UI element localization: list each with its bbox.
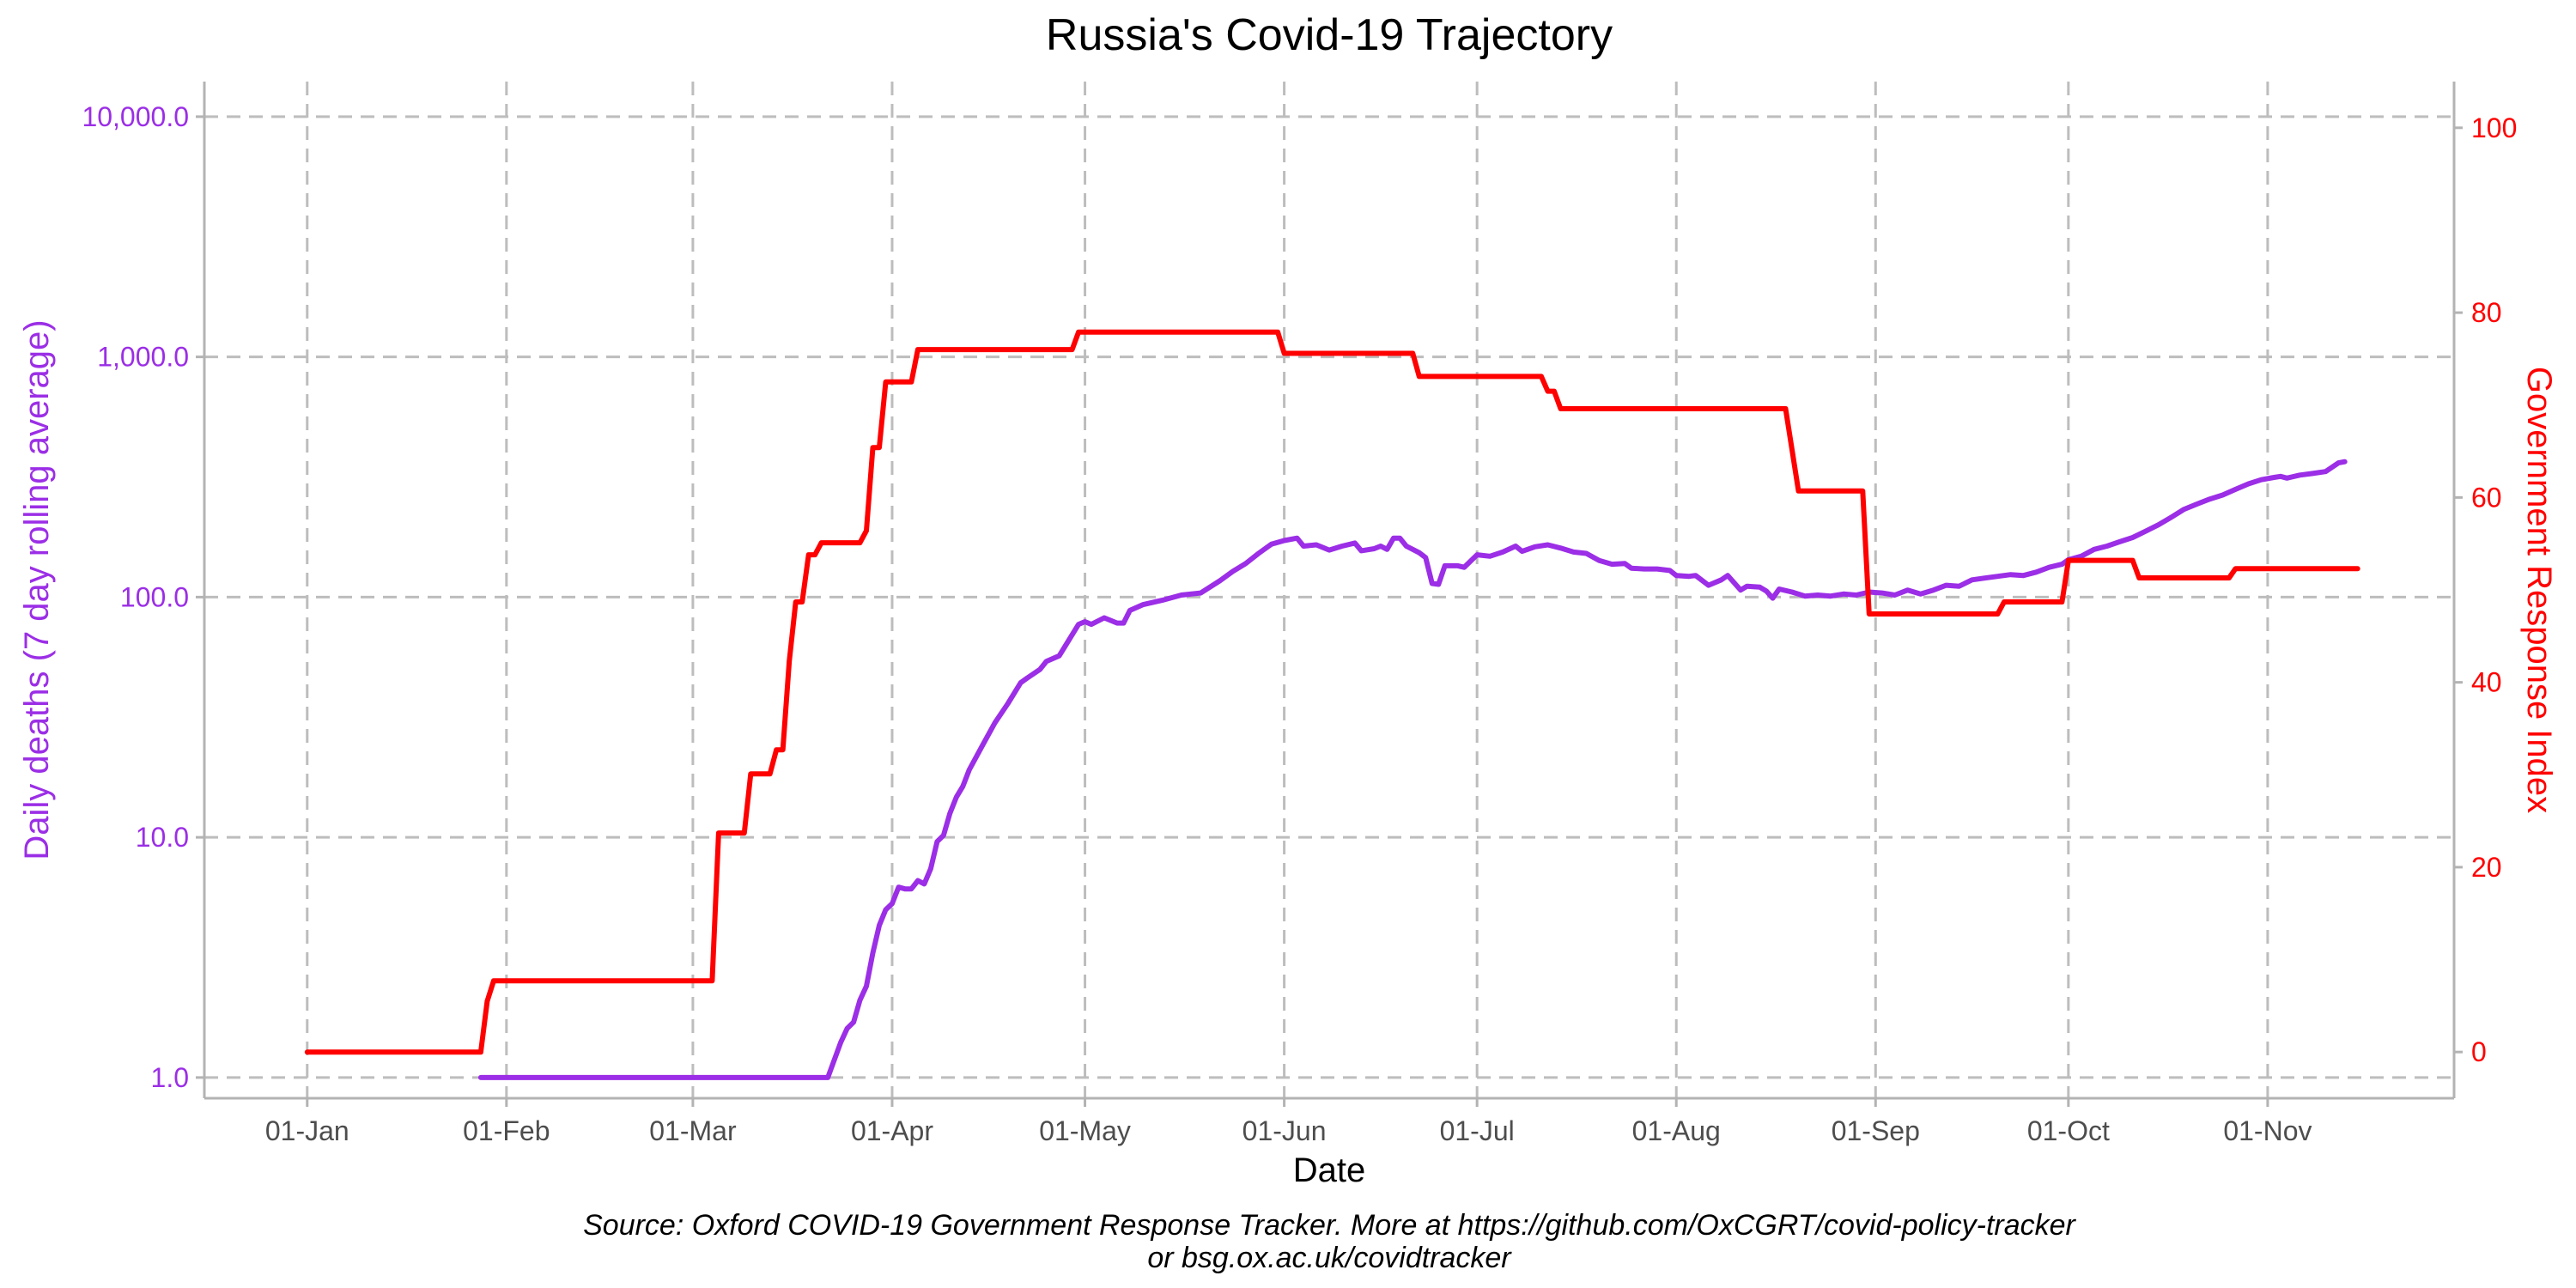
series-lines — [304, 329, 2360, 1080]
axes — [203, 82, 2456, 1100]
x-tick-label: 01-Oct — [2027, 1115, 2110, 1146]
left-axis-ticks: 1.0 10.0 100.0 1,000.0 10,000.0 — [82, 101, 204, 1093]
x-tick-label: 01-Jan — [265, 1115, 349, 1146]
left-tick-label: 10.0 — [136, 822, 189, 853]
government-response-index-line — [304, 329, 2360, 1055]
left-axis-title: Daily deaths (7 day rolling average) — [18, 319, 56, 860]
right-tick-label: 20 — [2471, 852, 2502, 883]
left-tick-label: 1.0 — [151, 1062, 189, 1093]
x-tick-label: 01-Jun — [1242, 1115, 1327, 1146]
right-axis-ticks: 0 20 40 60 80 100 — [2454, 112, 2517, 1067]
right-tick-label: 40 — [2471, 667, 2502, 698]
left-tick-label: 1,000.0 — [97, 342, 189, 373]
right-axis-title: Government Response Index — [2520, 367, 2558, 813]
right-tick-label: 80 — [2471, 297, 2502, 328]
chart-title: Russia's Covid-19 Trajectory — [1046, 10, 1613, 60]
x-axis-ticks: 01-Jan 01-Feb 01-Mar 01-Apr 01-May 01-Jun 01-J… — [265, 1098, 2312, 1146]
source-note-line-2: or bsg.ox.ac.uk/covidtracker — [1147, 1242, 1512, 1274]
x-tick-label: 01-Mar — [649, 1115, 737, 1146]
x-axis-title: Date — [1293, 1151, 1366, 1189]
x-tick-label: 01-Apr — [851, 1115, 933, 1146]
x-tick-label: 01-Nov — [2223, 1115, 2312, 1146]
x-tick-label: 01-May — [1039, 1115, 1131, 1146]
daily-deaths-line — [477, 459, 2348, 1080]
right-tick-label: 60 — [2471, 482, 2502, 513]
right-tick-label: 100 — [2471, 112, 2517, 143]
x-tick-label: 01-Feb — [463, 1115, 550, 1146]
x-tick-label: 01-Sep — [1832, 1115, 1920, 1146]
source-note-line-1: Source: Oxford COVID-19 Government Respo… — [583, 1209, 2076, 1242]
x-tick-label: 01-Jul — [1440, 1115, 1515, 1146]
right-tick-label: 0 — [2471, 1036, 2487, 1067]
left-tick-label: 10,000.0 — [82, 101, 189, 132]
gridlines — [204, 82, 2454, 1098]
x-tick-label: 01-Aug — [1632, 1115, 1721, 1146]
left-tick-label: 100.0 — [120, 581, 189, 612]
